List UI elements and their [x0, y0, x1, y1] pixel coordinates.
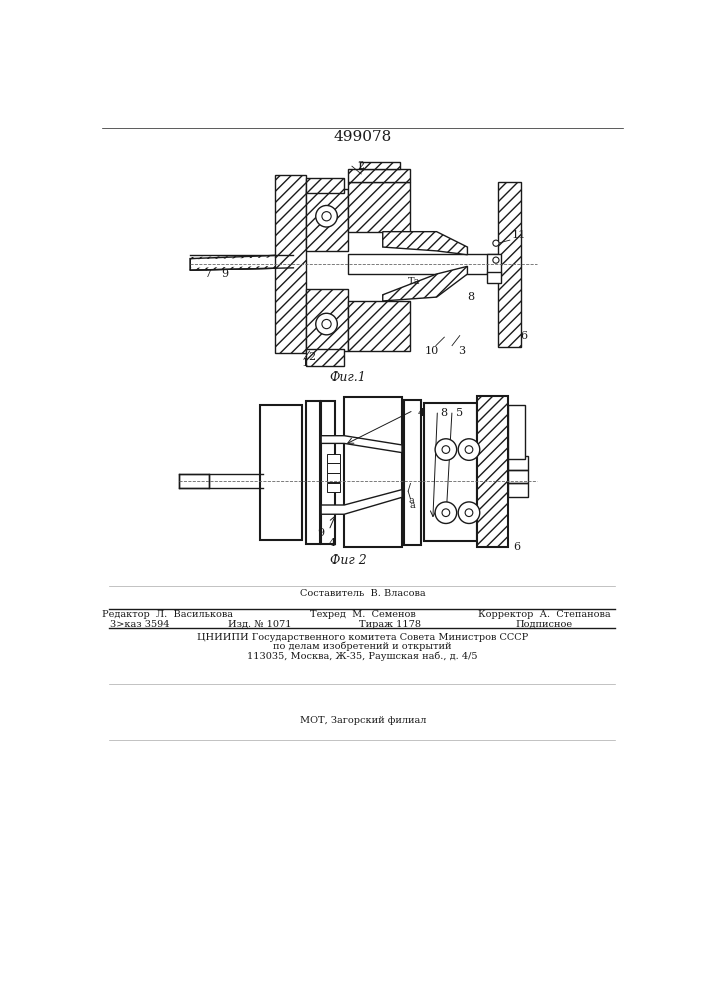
Bar	[305, 178, 344, 193]
Text: 5: 5	[456, 408, 463, 418]
Circle shape	[322, 212, 331, 221]
Text: МОТ, Загорский филиал: МОТ, Загорский филиал	[300, 716, 426, 725]
Bar	[275, 175, 305, 353]
Text: Техред  М.  Семенов: Техред М. Семенов	[310, 610, 416, 619]
Circle shape	[465, 509, 473, 517]
Text: 4: 4	[329, 538, 336, 548]
Bar	[508, 456, 527, 470]
Bar	[348, 169, 409, 182]
Bar	[477, 396, 508, 547]
Polygon shape	[190, 255, 293, 270]
Circle shape	[435, 439, 457, 460]
Bar	[348, 254, 498, 274]
Circle shape	[316, 313, 337, 335]
Text: 11: 11	[512, 231, 526, 240]
Bar	[348, 301, 409, 351]
Text: Изд. № 1071: Изд. № 1071	[228, 620, 291, 629]
Text: 2: 2	[358, 161, 365, 171]
Bar	[305, 289, 348, 351]
Bar	[327, 463, 339, 473]
Circle shape	[435, 502, 457, 523]
Bar	[179, 474, 209, 488]
Text: Составитель  В. Власова: Составитель В. Власова	[300, 589, 426, 598]
Circle shape	[442, 446, 450, 453]
Text: Фиг 2: Фиг 2	[329, 554, 366, 567]
Bar	[508, 470, 527, 483]
Polygon shape	[190, 266, 293, 270]
Text: Фиг.1: Фиг.1	[329, 371, 366, 384]
Circle shape	[493, 240, 499, 246]
Bar	[305, 401, 320, 544]
Text: 3: 3	[458, 346, 465, 356]
Circle shape	[458, 502, 480, 523]
Bar	[305, 349, 344, 366]
Text: Редактор  Л.  Василькова: Редактор Л. Василькова	[102, 610, 233, 619]
Text: 6: 6	[514, 542, 521, 552]
Text: 8: 8	[440, 408, 448, 418]
Text: 10: 10	[425, 346, 439, 356]
Bar	[508, 483, 527, 497]
Bar	[360, 162, 399, 169]
Text: Корректор  А.  Степанова: Корректор А. Степанова	[478, 610, 611, 619]
Text: 2: 2	[308, 352, 315, 362]
Text: 1: 1	[302, 358, 309, 368]
Polygon shape	[382, 232, 467, 255]
Text: Тираж 1178: Тираж 1178	[359, 620, 421, 629]
Text: 9: 9	[221, 269, 228, 279]
Polygon shape	[382, 266, 467, 301]
Bar	[404, 400, 421, 545]
Text: 6: 6	[520, 331, 527, 341]
Circle shape	[493, 257, 499, 263]
Bar	[344, 397, 402, 547]
Bar	[327, 473, 339, 482]
Bar	[498, 182, 521, 347]
Text: 8: 8	[467, 292, 474, 302]
Polygon shape	[321, 490, 402, 514]
Text: а: а	[408, 496, 414, 505]
Bar	[321, 401, 335, 544]
Bar	[486, 272, 501, 283]
Circle shape	[458, 439, 480, 460]
Circle shape	[316, 205, 337, 227]
Bar	[305, 189, 348, 251]
Text: ЦНИИПИ Государственного комитета Совета Министров СССР: ЦНИИПИ Государственного комитета Совета …	[197, 633, 528, 642]
Bar	[327, 454, 339, 463]
Circle shape	[465, 446, 473, 453]
Bar	[259, 405, 302, 540]
Circle shape	[442, 509, 450, 517]
Bar	[486, 254, 501, 274]
Text: по делам изобретений и открытий: по делам изобретений и открытий	[274, 642, 452, 651]
Bar	[348, 182, 409, 232]
Text: а: а	[409, 500, 416, 510]
Text: 9: 9	[317, 528, 325, 538]
Text: Та: Та	[408, 277, 421, 286]
Text: 3>каз 3594: 3>каз 3594	[110, 620, 170, 629]
Text: 113035, Москва, Ж-35, Раушская наб., д. 4/5: 113035, Москва, Ж-35, Раушская наб., д. …	[247, 651, 478, 661]
Bar	[423, 403, 477, 541]
Text: Подписное: Подписное	[516, 620, 573, 629]
Text: 7: 7	[204, 269, 211, 279]
Bar	[327, 483, 339, 492]
Polygon shape	[190, 255, 293, 259]
Text: 499078: 499078	[334, 130, 392, 144]
Circle shape	[322, 319, 331, 329]
Text: 4: 4	[417, 408, 424, 418]
Bar	[508, 405, 525, 459]
Polygon shape	[321, 436, 402, 453]
